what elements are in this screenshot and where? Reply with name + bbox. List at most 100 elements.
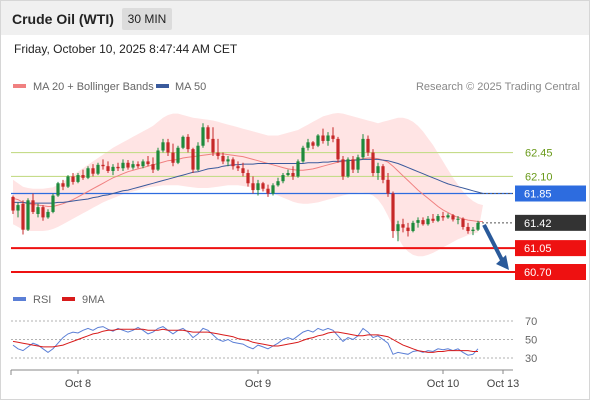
candle-body <box>271 185 275 194</box>
candle-body <box>166 142 170 153</box>
candle-body <box>161 142 165 151</box>
timestamp: Friday, October 10, 2025 8:47:44 AM CET <box>14 42 238 56</box>
forecast-arrow-shaft <box>482 223 505 263</box>
candle-body <box>341 159 345 177</box>
current-price-tag <box>515 214 586 231</box>
resistance-label: 62.10 <box>525 171 553 183</box>
candle-body <box>191 149 195 170</box>
rsi-level-label: 70 <box>525 316 537 328</box>
support-label: 60.70 <box>524 267 552 279</box>
candle-body <box>376 166 380 174</box>
candle-body <box>141 161 145 167</box>
ma20-line <box>12 153 483 222</box>
candle-body <box>31 200 35 212</box>
candle-body <box>406 227 410 232</box>
candle-body <box>241 168 245 174</box>
candle-body <box>91 168 95 174</box>
candle-body <box>391 193 395 232</box>
candle-body <box>96 164 100 174</box>
candle-body <box>171 152 175 163</box>
candle-body <box>276 181 280 186</box>
candle-body <box>426 218 430 225</box>
candle-body <box>226 159 230 162</box>
candle-body <box>151 164 155 170</box>
candle-body <box>116 166 120 169</box>
candle-body <box>206 127 210 139</box>
candle-body <box>296 161 300 177</box>
candle-body <box>351 159 355 170</box>
candle-body <box>461 218 465 227</box>
candle-body <box>291 173 295 177</box>
candle-body <box>26 200 30 230</box>
candle-body <box>156 150 160 170</box>
candle-body <box>61 183 65 187</box>
candle-body <box>121 162 125 169</box>
candle-body <box>466 226 470 232</box>
candle-body <box>231 159 235 167</box>
x-tick-label: Oct 8 <box>65 378 91 390</box>
candle-body <box>21 203 25 230</box>
rsi-ma-legend-swatch <box>62 297 75 301</box>
candle-body <box>346 159 350 177</box>
timeframe-badge[interactable]: 30 MIN <box>122 8 172 30</box>
candle-body <box>441 216 445 218</box>
candle-body <box>476 222 480 230</box>
candle-body <box>361 138 365 158</box>
rsi-legend-swatch <box>13 297 26 301</box>
candle-body <box>471 229 475 232</box>
current-price-label: 61.42 <box>524 218 552 230</box>
candle-body <box>246 173 250 184</box>
support-price-tag <box>515 240 586 257</box>
candle-body <box>186 136 190 150</box>
candle-body <box>386 179 390 194</box>
candle-body <box>411 222 415 232</box>
candle-body <box>266 188 270 194</box>
instrument-title: Crude Oil (WTI) <box>12 11 114 27</box>
candle-body <box>146 161 150 165</box>
pivot-price-tag <box>515 185 586 202</box>
candle-body <box>336 138 340 160</box>
candle-body <box>41 207 45 218</box>
candle-body <box>46 211 50 218</box>
candle-body <box>56 183 60 196</box>
candle-body <box>111 166 115 171</box>
candle-body <box>221 155 225 162</box>
candle-body <box>451 215 455 220</box>
candle-body <box>421 220 425 225</box>
x-tick-label: Oct 13 <box>487 378 519 390</box>
candle-body <box>106 166 110 171</box>
candle-body <box>36 207 40 214</box>
rsi-level-label: 50 <box>525 335 537 347</box>
candle-body <box>431 218 435 221</box>
candle-body <box>371 152 375 174</box>
forecast-arrow-head <box>496 255 509 270</box>
candle-body <box>136 164 140 167</box>
candle-body <box>126 162 130 168</box>
candle-body <box>401 224 405 228</box>
rsi-line <box>12 326 479 356</box>
header-bar: Crude Oil (WTI) 30 MIN <box>1 1 589 35</box>
candle-body <box>416 220 420 223</box>
resistance-label: 62.45 <box>525 148 553 160</box>
candle-body <box>366 138 370 153</box>
candle-body <box>356 157 360 170</box>
candle-body <box>216 152 220 156</box>
pivot-label: 61.85 <box>524 189 552 201</box>
candle-body <box>311 142 315 146</box>
x-tick-label: Oct 10 <box>427 378 459 390</box>
rsi-ma-line <box>12 328 478 353</box>
ma50-legend-swatch <box>156 84 169 88</box>
candle-body <box>81 175 85 178</box>
candle-body <box>181 136 185 148</box>
candle-body <box>201 127 205 146</box>
rsi-level-label: 30 <box>525 353 537 365</box>
candle-body <box>381 166 385 180</box>
candle-body <box>76 175 80 182</box>
ma50-legend-label: MA 50 <box>175 81 206 93</box>
candle-body <box>176 147 180 163</box>
candle-body <box>261 183 265 189</box>
support-label: 61.05 <box>524 243 552 255</box>
candle-body <box>11 196 15 211</box>
candle-body <box>321 135 325 141</box>
